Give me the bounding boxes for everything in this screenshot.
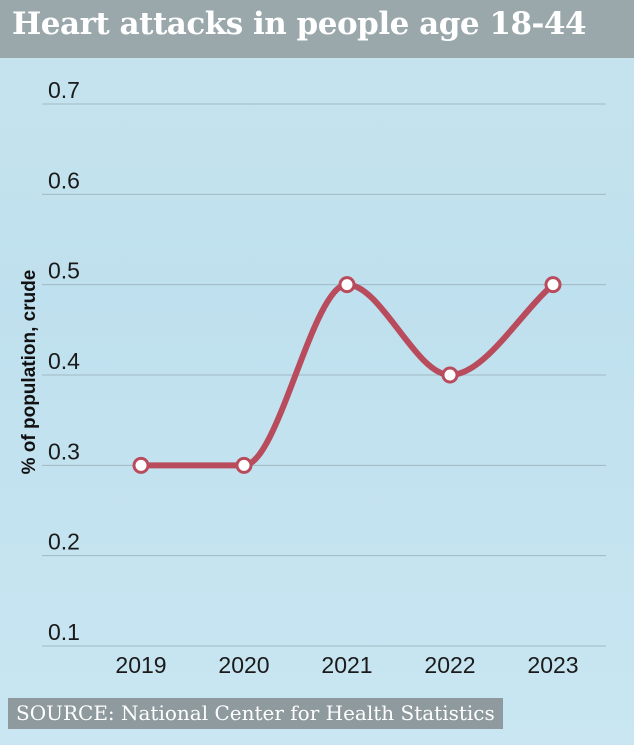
- y-tick-label: 0.6: [48, 167, 80, 193]
- y-tick-label: 0.7: [48, 77, 80, 103]
- data-point: [441, 366, 459, 384]
- chart-title: Heart attacks in people age 18-44: [12, 6, 587, 42]
- data-point: [132, 456, 150, 474]
- x-tick-label: 2021: [321, 652, 372, 678]
- data-point: [338, 276, 356, 294]
- x-tick-label: 2023: [527, 652, 578, 678]
- data-point: [235, 456, 253, 474]
- x-tick-label: 2022: [424, 652, 475, 678]
- source-note: SOURCE: National Center for Health Stati…: [8, 698, 503, 729]
- y-tick-label: 0.3: [48, 438, 80, 464]
- y-axis-label: % of population, crude: [19, 269, 40, 475]
- x-tick-label: 2020: [218, 652, 269, 678]
- y-tick-label: 0.1: [48, 619, 80, 645]
- x-tick-label: 2019: [115, 652, 166, 678]
- y-tick-label: 0.5: [48, 258, 80, 284]
- title-bar: Heart attacks in people age 18-44: [0, 0, 634, 58]
- y-tick-label: 0.4: [48, 348, 80, 374]
- data-point: [544, 276, 562, 294]
- y-tick-label: 0.2: [48, 529, 80, 555]
